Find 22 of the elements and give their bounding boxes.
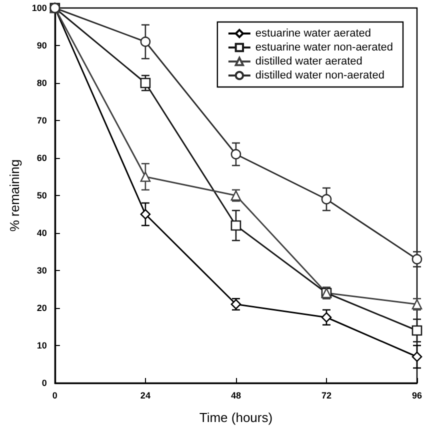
legend-label: estuarine water non-aerated	[255, 42, 394, 54]
legend-label: distilled water aerated	[255, 56, 362, 68]
y-tick-label: 10	[36, 340, 47, 350]
x-axis-title: Time (hours)	[199, 410, 273, 425]
y-tick-label: 60	[36, 153, 47, 163]
y-tick-label: 40	[36, 228, 47, 238]
x-tick-label: 48	[230, 390, 241, 400]
legend-label: distilled water non-aerated	[255, 70, 384, 82]
x-tick-label: 0	[52, 390, 58, 400]
x-tick-label: 24	[140, 390, 150, 400]
y-tick-label: 80	[36, 78, 47, 88]
y-tick-label: 0	[42, 378, 47, 388]
y-tick-label: 20	[36, 303, 47, 313]
x-tick-label: 96	[412, 390, 422, 400]
x-tick-label: 72	[321, 390, 332, 400]
y-tick-label: 100	[32, 3, 47, 13]
y-tick-label: 70	[36, 116, 47, 126]
y-tick-label: 50	[36, 190, 47, 200]
legend-label: estuarine water aerated	[255, 28, 371, 40]
y-axis-title: % remaining	[7, 159, 22, 232]
y-tick-label: 90	[36, 40, 47, 50]
y-tick-label: 30	[36, 266, 47, 276]
